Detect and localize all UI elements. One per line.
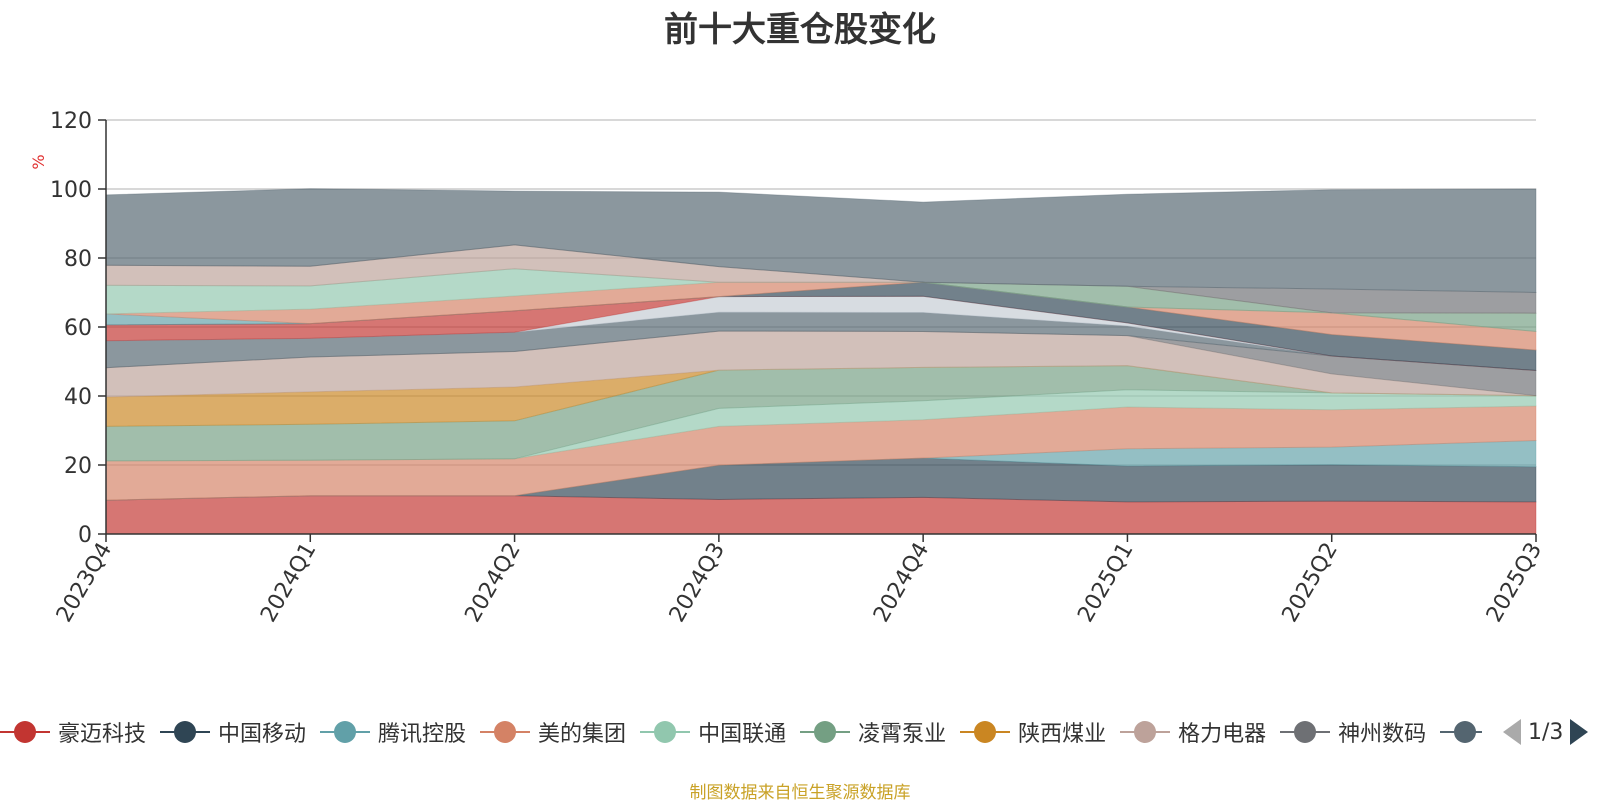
- legend-label: 陕西煤业: [1018, 722, 1107, 747]
- y-tick-label: 40: [64, 385, 92, 410]
- legend-item[interactable]: 中国联通: [640, 716, 786, 748]
- legend-marker-icon: [160, 720, 211, 744]
- y-tick-label: 60: [64, 316, 92, 341]
- legend-label: 凌霄泵业: [858, 722, 947, 747]
- legend-item[interactable]: 美的集团: [480, 716, 626, 748]
- legend-label: 腾讯控股: [378, 722, 467, 747]
- legend-items: 豪迈科技 中国移动 腾讯控股 美的集团 中国联通 凌霄泵业 陕西煤业 格力电器 神州数码海尔智家…: [0, 712, 1482, 752]
- legend-marker-icon: [1120, 720, 1171, 744]
- legend-marker-icon: [1440, 720, 1482, 744]
- legend-marker-icon: [800, 720, 851, 744]
- data-source-note: 制图数据来自恒生聚源数据库: [689, 783, 911, 803]
- x-tick-label: 2025Q2: [1278, 539, 1343, 627]
- x-tick-label: 2024Q4: [869, 539, 934, 627]
- y-axis-unit-label: %: [29, 154, 48, 169]
- triangle-left-icon[interactable]: [1500, 716, 1524, 748]
- chart-title: 前十大重仓股变化: [664, 10, 936, 50]
- legend-item[interactable]: 腾讯控股: [320, 716, 466, 748]
- legend-pager: 1/3: [1500, 712, 1600, 752]
- legend-label: 豪迈科技: [58, 722, 147, 747]
- triangle-right-icon[interactable]: [1567, 716, 1591, 748]
- x-tick-label: 2024Q2: [460, 539, 525, 627]
- x-tick-label: 2024Q1: [256, 539, 321, 627]
- legend-label: 中国联通: [698, 722, 787, 747]
- area-series[interactable]: [105, 281, 1537, 372]
- legend-page-indicator: 1/3: [1528, 719, 1564, 745]
- legend-item[interactable]: 中国移动: [160, 716, 306, 748]
- legend-label: 格力电器: [1178, 722, 1267, 747]
- y-tick-label: 80: [64, 247, 92, 272]
- legend-item[interactable]: 豪迈科技: [0, 716, 146, 748]
- y-tick-label: 100: [50, 178, 92, 203]
- legend-marker-icon: [960, 720, 1011, 744]
- legend: 豪迈科技 中国移动 腾讯控股 美的集团 中国联通 凌霄泵业 陕西煤业 格力电器 神州数码海尔智家…: [0, 712, 1600, 752]
- area-series-layer: [105, 188, 1537, 535]
- x-tick-label: 2023Q4: [52, 539, 117, 627]
- legend-marker-icon: [1280, 720, 1331, 744]
- legend-item[interactable]: 凌霄泵业: [800, 716, 946, 748]
- area-series[interactable]: [105, 405, 1537, 501]
- legend-label: 美的集团: [538, 722, 627, 747]
- legend-marker-icon: [480, 720, 531, 744]
- legend-marker-icon: [640, 720, 691, 744]
- legend-label: 神州数码: [1338, 722, 1427, 747]
- legend-marker-icon: [0, 720, 50, 744]
- legend-item[interactable]: 海尔智家: [1440, 716, 1482, 748]
- area-series[interactable]: [105, 389, 1537, 462]
- legend-item[interactable]: 神州数码: [1280, 716, 1426, 748]
- x-tick-label: 2025Q1: [1073, 539, 1138, 627]
- legend-item[interactable]: 陕西煤业: [960, 716, 1106, 748]
- x-tick-label: 2025Q3: [1482, 539, 1547, 627]
- x-tick-label: 2024Q3: [665, 539, 730, 627]
- y-tick-label: 0: [78, 523, 92, 548]
- legend-label: 中国移动: [218, 722, 307, 747]
- legend-item[interactable]: 格力电器: [1120, 716, 1266, 748]
- stacked-area-chart: 0 20 40 60 80 100 120 2023Q4 2024Q1 2024Q2 2024Q3 2…: [29, 109, 1547, 627]
- legend-marker-icon: [320, 720, 371, 744]
- area-series[interactable]: [105, 188, 1537, 294]
- y-tick-label: 120: [50, 109, 92, 134]
- y-tick-label: 20: [64, 454, 92, 479]
- legend-viewport: 豪迈科技 中国移动 腾讯控股 美的集团 中国联通 凌霄泵业 陕西煤业 格力电器 神州数码海尔智家…: [0, 712, 1482, 752]
